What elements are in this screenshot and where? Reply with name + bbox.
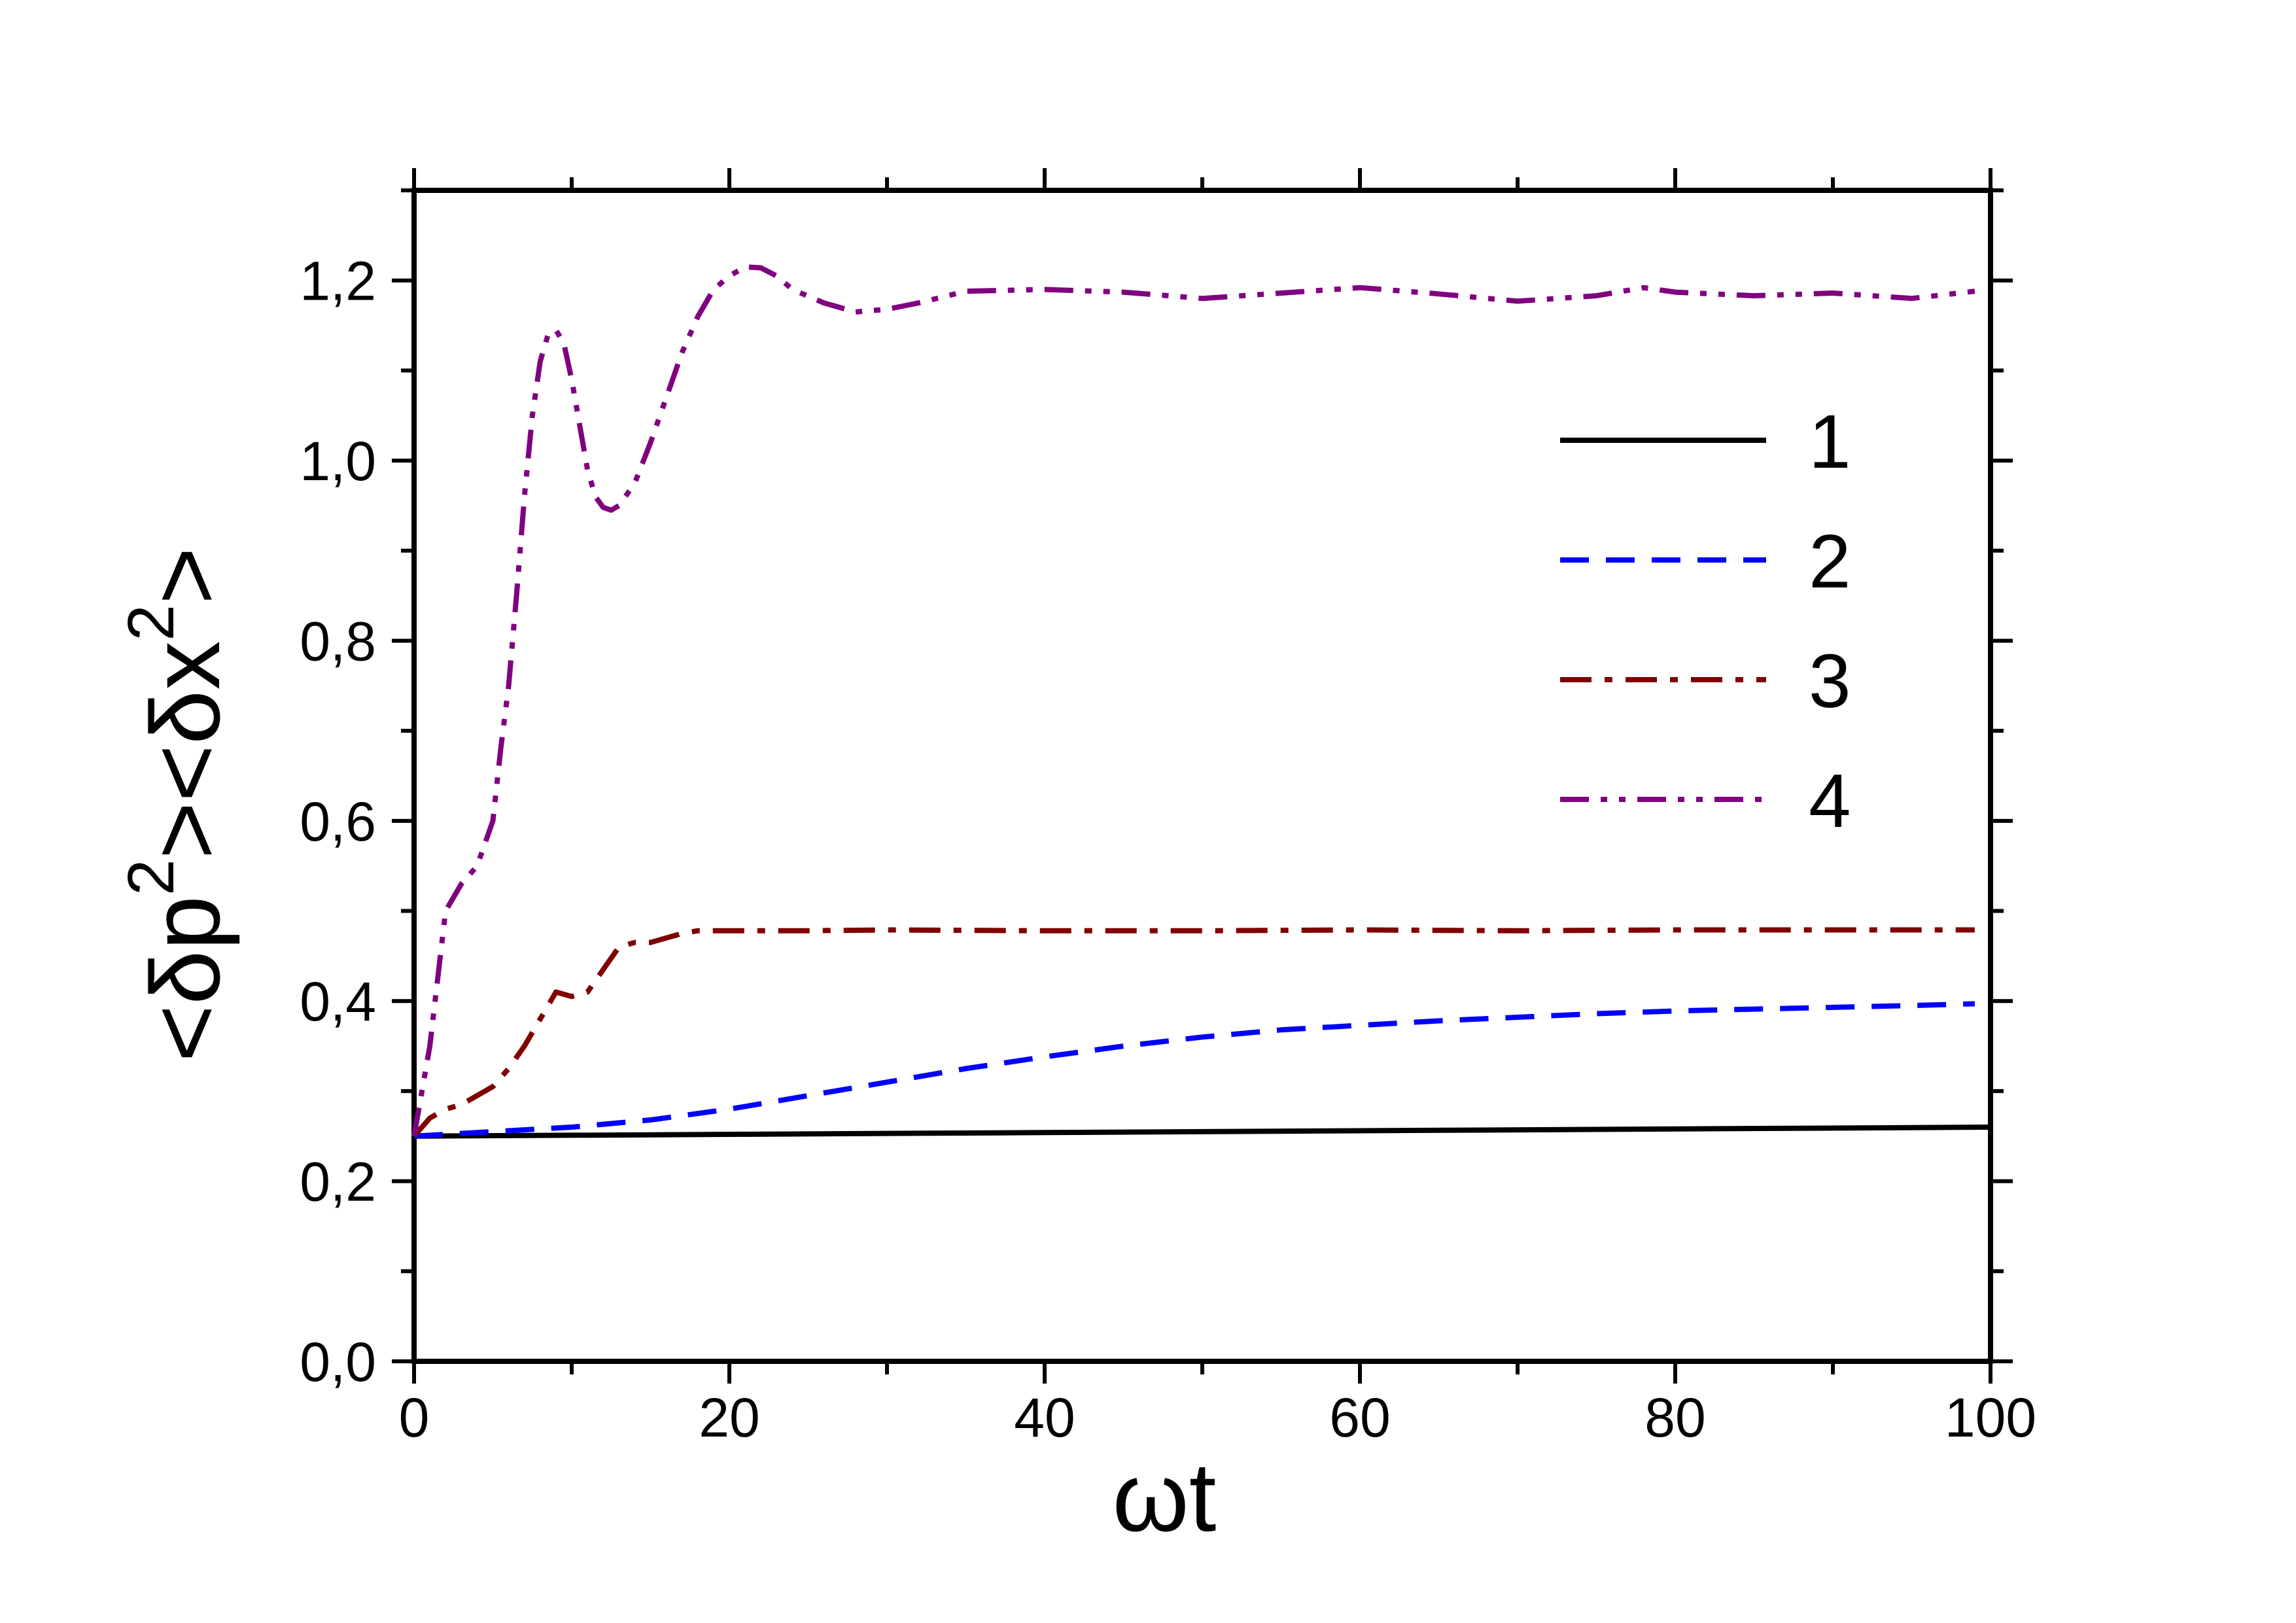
plot-frame — [411, 188, 1993, 1364]
series-line-2 — [413, 1001, 1975, 1139]
x-tick-label: 60 — [1329, 1387, 1390, 1448]
y-tick-label: 0,4 — [300, 971, 376, 1032]
x-tick-label: 0 — [399, 1387, 430, 1448]
y-tick-label: 0,2 — [300, 1151, 376, 1213]
legend: 1 2 3 4 — [1560, 399, 1851, 843]
y-tick-label: 0,6 — [300, 791, 376, 852]
x-tick-label: 100 — [1945, 1387, 2036, 1448]
x-tick-label: 40 — [1014, 1387, 1075, 1448]
x-tick-label: 80 — [1644, 1387, 1705, 1448]
axis-ticks — [392, 168, 2013, 1384]
y-tick-label: 1,2 — [300, 251, 376, 312]
x-tick-label: 20 — [699, 1387, 759, 1448]
y-tick-label: 0,8 — [300, 610, 376, 672]
series-line-3 — [411, 927, 1975, 1138]
y-tick-label: 1,0 — [300, 430, 376, 492]
legend-label-2: 2 — [1809, 519, 1851, 604]
y-tick-labels: 0,0 0,2 0,4 0,6 0,8 1,0 1,2 — [300, 251, 376, 1393]
legend-label-1: 1 — [1809, 399, 1851, 484]
y-tick-label: 0,0 — [300, 1331, 376, 1393]
series-line-4 — [411, 264, 1975, 1137]
legend-label-4: 4 — [1809, 758, 1851, 843]
x-tick-labels: 0 20 40 60 80 100 — [399, 1387, 2036, 1448]
series-line-1 — [413, 1125, 1991, 1139]
x-axis-label: ωt — [1113, 1442, 1217, 1552]
legend-label-3: 3 — [1809, 638, 1851, 724]
series-lines — [411, 264, 1991, 1139]
y-axis-label: <δp2><δx2> — [114, 547, 240, 1062]
